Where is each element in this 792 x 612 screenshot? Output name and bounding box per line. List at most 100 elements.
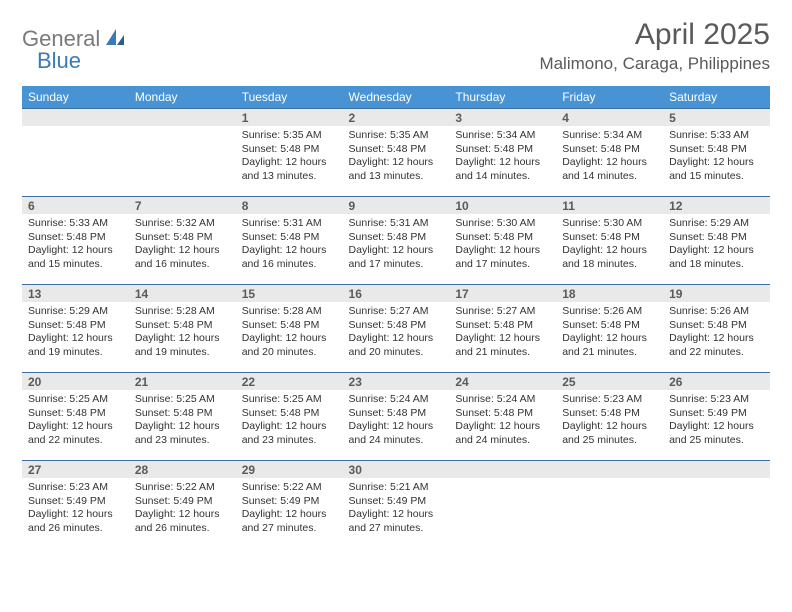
day-number: 6 bbox=[22, 197, 129, 214]
daynum-empty bbox=[663, 461, 770, 478]
calendar-cell: 17Sunrise: 5:27 AMSunset: 5:48 PMDayligh… bbox=[449, 285, 556, 373]
day-details: Sunrise: 5:27 AMSunset: 5:48 PMDaylight:… bbox=[343, 302, 450, 364]
weekday-header: Sunday bbox=[22, 86, 129, 109]
calendar-cell: 7Sunrise: 5:32 AMSunset: 5:48 PMDaylight… bbox=[129, 197, 236, 285]
day-number: 15 bbox=[236, 285, 343, 302]
calendar-cell: 1Sunrise: 5:35 AMSunset: 5:48 PMDaylight… bbox=[236, 109, 343, 197]
day-number: 23 bbox=[343, 373, 450, 390]
day-details: Sunrise: 5:26 AMSunset: 5:48 PMDaylight:… bbox=[663, 302, 770, 364]
day-number: 12 bbox=[663, 197, 770, 214]
calendar-cell: 18Sunrise: 5:26 AMSunset: 5:48 PMDayligh… bbox=[556, 285, 663, 373]
day-details: Sunrise: 5:25 AMSunset: 5:48 PMDaylight:… bbox=[129, 390, 236, 452]
calendar-cell: 5Sunrise: 5:33 AMSunset: 5:48 PMDaylight… bbox=[663, 109, 770, 197]
day-details: Sunrise: 5:28 AMSunset: 5:48 PMDaylight:… bbox=[236, 302, 343, 364]
header: General April 2025 Malimono, Caraga, Phi… bbox=[22, 18, 770, 74]
day-details: Sunrise: 5:22 AMSunset: 5:49 PMDaylight:… bbox=[129, 478, 236, 540]
calendar-cell: 2Sunrise: 5:35 AMSunset: 5:48 PMDaylight… bbox=[343, 109, 450, 197]
day-details: Sunrise: 5:24 AMSunset: 5:48 PMDaylight:… bbox=[343, 390, 450, 452]
daynum-empty bbox=[449, 461, 556, 478]
day-details: Sunrise: 5:31 AMSunset: 5:48 PMDaylight:… bbox=[236, 214, 343, 276]
day-number: 9 bbox=[343, 197, 450, 214]
calendar-cell: 21Sunrise: 5:25 AMSunset: 5:48 PMDayligh… bbox=[129, 373, 236, 461]
day-details: Sunrise: 5:23 AMSunset: 5:48 PMDaylight:… bbox=[556, 390, 663, 452]
logo-text-blue: Blue bbox=[37, 48, 81, 74]
weekday-header: Friday bbox=[556, 86, 663, 109]
day-number: 7 bbox=[129, 197, 236, 214]
calendar-cell: 29Sunrise: 5:22 AMSunset: 5:49 PMDayligh… bbox=[236, 461, 343, 553]
calendar-cell: 10Sunrise: 5:30 AMSunset: 5:48 PMDayligh… bbox=[449, 197, 556, 285]
day-number: 30 bbox=[343, 461, 450, 478]
calendar-head: SundayMondayTuesdayWednesdayThursdayFrid… bbox=[22, 86, 770, 109]
calendar-cell: 4Sunrise: 5:34 AMSunset: 5:48 PMDaylight… bbox=[556, 109, 663, 197]
day-number: 29 bbox=[236, 461, 343, 478]
calendar-cell: 14Sunrise: 5:28 AMSunset: 5:48 PMDayligh… bbox=[129, 285, 236, 373]
weekday-header: Saturday bbox=[663, 86, 770, 109]
day-number: 19 bbox=[663, 285, 770, 302]
day-details: Sunrise: 5:31 AMSunset: 5:48 PMDaylight:… bbox=[343, 214, 450, 276]
weekday-header: Tuesday bbox=[236, 86, 343, 109]
day-details: Sunrise: 5:27 AMSunset: 5:48 PMDaylight:… bbox=[449, 302, 556, 364]
calendar-cell: 11Sunrise: 5:30 AMSunset: 5:48 PMDayligh… bbox=[556, 197, 663, 285]
day-details: Sunrise: 5:33 AMSunset: 5:48 PMDaylight:… bbox=[22, 214, 129, 276]
calendar-cell: 27Sunrise: 5:23 AMSunset: 5:49 PMDayligh… bbox=[22, 461, 129, 553]
day-details: Sunrise: 5:21 AMSunset: 5:49 PMDaylight:… bbox=[343, 478, 450, 540]
calendar-cell: 22Sunrise: 5:25 AMSunset: 5:48 PMDayligh… bbox=[236, 373, 343, 461]
day-number: 1 bbox=[236, 109, 343, 126]
day-details: Sunrise: 5:35 AMSunset: 5:48 PMDaylight:… bbox=[236, 126, 343, 188]
day-details: Sunrise: 5:23 AMSunset: 5:49 PMDaylight:… bbox=[663, 390, 770, 452]
day-details: Sunrise: 5:25 AMSunset: 5:48 PMDaylight:… bbox=[236, 390, 343, 452]
day-number: 28 bbox=[129, 461, 236, 478]
calendar-cell bbox=[663, 461, 770, 553]
calendar-cell: 8Sunrise: 5:31 AMSunset: 5:48 PMDaylight… bbox=[236, 197, 343, 285]
calendar-cell: 26Sunrise: 5:23 AMSunset: 5:49 PMDayligh… bbox=[663, 373, 770, 461]
weekday-header: Monday bbox=[129, 86, 236, 109]
calendar-cell: 24Sunrise: 5:24 AMSunset: 5:48 PMDayligh… bbox=[449, 373, 556, 461]
day-details: Sunrise: 5:30 AMSunset: 5:48 PMDaylight:… bbox=[556, 214, 663, 276]
calendar-cell: 16Sunrise: 5:27 AMSunset: 5:48 PMDayligh… bbox=[343, 285, 450, 373]
weekday-header: Wednesday bbox=[343, 86, 450, 109]
day-number: 22 bbox=[236, 373, 343, 390]
day-details: Sunrise: 5:30 AMSunset: 5:48 PMDaylight:… bbox=[449, 214, 556, 276]
calendar-cell bbox=[129, 109, 236, 197]
calendar-cell bbox=[449, 461, 556, 553]
day-details: Sunrise: 5:24 AMSunset: 5:48 PMDaylight:… bbox=[449, 390, 556, 452]
calendar-cell: 13Sunrise: 5:29 AMSunset: 5:48 PMDayligh… bbox=[22, 285, 129, 373]
calendar-cell: 9Sunrise: 5:31 AMSunset: 5:48 PMDaylight… bbox=[343, 197, 450, 285]
calendar-cell bbox=[556, 461, 663, 553]
day-number: 13 bbox=[22, 285, 129, 302]
day-number: 8 bbox=[236, 197, 343, 214]
calendar-cell: 30Sunrise: 5:21 AMSunset: 5:49 PMDayligh… bbox=[343, 461, 450, 553]
day-number: 16 bbox=[343, 285, 450, 302]
title-block: April 2025 Malimono, Caraga, Philippines bbox=[539, 18, 770, 74]
day-number: 11 bbox=[556, 197, 663, 214]
day-details: Sunrise: 5:22 AMSunset: 5:49 PMDaylight:… bbox=[236, 478, 343, 540]
location-text: Malimono, Caraga, Philippines bbox=[539, 54, 770, 74]
day-details: Sunrise: 5:34 AMSunset: 5:48 PMDaylight:… bbox=[556, 126, 663, 188]
day-number: 14 bbox=[129, 285, 236, 302]
day-details: Sunrise: 5:28 AMSunset: 5:48 PMDaylight:… bbox=[129, 302, 236, 364]
calendar-cell: 6Sunrise: 5:33 AMSunset: 5:48 PMDaylight… bbox=[22, 197, 129, 285]
day-details: Sunrise: 5:34 AMSunset: 5:48 PMDaylight:… bbox=[449, 126, 556, 188]
weekday-header: Thursday bbox=[449, 86, 556, 109]
calendar-cell: 25Sunrise: 5:23 AMSunset: 5:48 PMDayligh… bbox=[556, 373, 663, 461]
logo-sail-icon bbox=[104, 27, 126, 52]
calendar-cell: 19Sunrise: 5:26 AMSunset: 5:48 PMDayligh… bbox=[663, 285, 770, 373]
day-details: Sunrise: 5:29 AMSunset: 5:48 PMDaylight:… bbox=[663, 214, 770, 276]
daynum-empty bbox=[556, 461, 663, 478]
day-number: 3 bbox=[449, 109, 556, 126]
day-number: 10 bbox=[449, 197, 556, 214]
day-number: 21 bbox=[129, 373, 236, 390]
calendar-cell: 3Sunrise: 5:34 AMSunset: 5:48 PMDaylight… bbox=[449, 109, 556, 197]
daynum-empty bbox=[22, 109, 129, 126]
calendar-cell: 20Sunrise: 5:25 AMSunset: 5:48 PMDayligh… bbox=[22, 373, 129, 461]
day-details: Sunrise: 5:26 AMSunset: 5:48 PMDaylight:… bbox=[556, 302, 663, 364]
calendar-cell bbox=[22, 109, 129, 197]
day-number: 25 bbox=[556, 373, 663, 390]
day-number: 4 bbox=[556, 109, 663, 126]
day-number: 18 bbox=[556, 285, 663, 302]
day-number: 20 bbox=[22, 373, 129, 390]
day-details: Sunrise: 5:25 AMSunset: 5:48 PMDaylight:… bbox=[22, 390, 129, 452]
calendar-body: 1Sunrise: 5:35 AMSunset: 5:48 PMDaylight… bbox=[22, 109, 770, 553]
day-number: 2 bbox=[343, 109, 450, 126]
day-details: Sunrise: 5:35 AMSunset: 5:48 PMDaylight:… bbox=[343, 126, 450, 188]
